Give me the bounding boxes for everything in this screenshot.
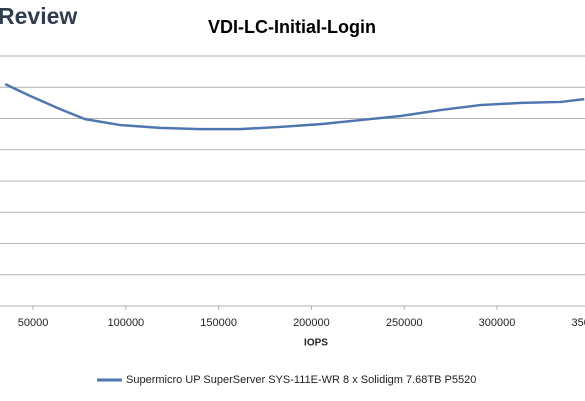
logo: Review [0,3,77,29]
x-tick-label: 350000 [571,317,585,329]
x-tick-label: 300000 [479,317,516,329]
x-tick-label: 100000 [107,317,144,329]
x-tick-label: 250000 [386,317,423,329]
series-line [4,82,585,131]
x-axis-label: IOPS [304,338,328,349]
chart-title: VDI-LC-Initial-Login [208,17,376,37]
legend-label: Supermicro UP SuperServer SYS-111E-WR 8 … [126,374,476,386]
x-tick-label: 150000 [200,317,237,329]
x-tick-label: 200000 [293,317,330,329]
x-tick-label: 50000 [18,317,49,329]
